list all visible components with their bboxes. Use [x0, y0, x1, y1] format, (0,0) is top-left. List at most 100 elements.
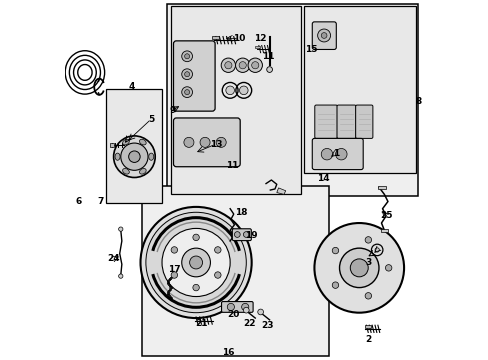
Text: 25: 25 — [379, 211, 391, 220]
Text: 6: 6 — [76, 197, 82, 206]
FancyBboxPatch shape — [336, 105, 355, 138]
Bar — [167, 4, 418, 196]
Circle shape — [374, 248, 379, 252]
Circle shape — [365, 237, 371, 243]
Circle shape — [234, 231, 240, 237]
Text: 15: 15 — [304, 45, 316, 54]
Circle shape — [239, 86, 247, 95]
Circle shape — [214, 272, 221, 278]
Polygon shape — [276, 188, 285, 194]
Circle shape — [113, 136, 155, 177]
Circle shape — [241, 303, 248, 311]
Text: 13: 13 — [209, 140, 222, 149]
Bar — [110, 143, 113, 147]
Text: 11: 11 — [225, 161, 238, 170]
Circle shape — [119, 274, 122, 278]
Text: 19: 19 — [245, 231, 258, 240]
Circle shape — [162, 228, 230, 297]
Circle shape — [183, 137, 194, 147]
FancyBboxPatch shape — [221, 302, 253, 312]
Circle shape — [140, 207, 251, 318]
Text: 11: 11 — [261, 52, 273, 61]
Circle shape — [119, 227, 122, 231]
Text: 20: 20 — [227, 310, 240, 319]
Text: 5: 5 — [148, 114, 154, 123]
Text: 16: 16 — [222, 348, 234, 357]
Circle shape — [224, 62, 231, 69]
Bar — [171, 6, 301, 194]
Circle shape — [247, 58, 262, 72]
Circle shape — [239, 62, 246, 69]
FancyBboxPatch shape — [355, 105, 372, 138]
FancyBboxPatch shape — [232, 229, 251, 240]
Circle shape — [145, 212, 246, 313]
Circle shape — [189, 256, 202, 269]
Circle shape — [121, 143, 148, 170]
Text: 9: 9 — [169, 105, 176, 114]
Bar — [381, 229, 387, 232]
Circle shape — [171, 247, 177, 253]
Circle shape — [365, 293, 371, 299]
Text: 22: 22 — [243, 319, 256, 328]
Ellipse shape — [139, 139, 146, 145]
Ellipse shape — [115, 153, 120, 160]
Bar — [106, 89, 162, 203]
Circle shape — [128, 151, 140, 162]
Text: 4: 4 — [128, 82, 135, 91]
Circle shape — [243, 307, 249, 313]
FancyBboxPatch shape — [173, 118, 240, 167]
Text: 21: 21 — [195, 319, 207, 328]
Circle shape — [216, 137, 226, 147]
Circle shape — [331, 282, 338, 288]
Circle shape — [321, 148, 332, 160]
Circle shape — [251, 62, 258, 69]
Circle shape — [182, 248, 210, 277]
Circle shape — [314, 223, 403, 313]
FancyBboxPatch shape — [173, 41, 215, 111]
Circle shape — [182, 69, 192, 80]
Circle shape — [227, 303, 234, 311]
Circle shape — [266, 67, 272, 72]
Text: 12: 12 — [254, 34, 266, 43]
Text: 17: 17 — [168, 265, 181, 274]
Circle shape — [331, 247, 338, 254]
Circle shape — [221, 58, 235, 72]
Circle shape — [192, 234, 199, 240]
Circle shape — [243, 231, 249, 237]
Bar — [378, 186, 386, 189]
Circle shape — [335, 148, 346, 160]
Circle shape — [200, 137, 210, 147]
Text: 7: 7 — [98, 197, 104, 206]
Circle shape — [257, 309, 263, 315]
Bar — [364, 324, 370, 328]
FancyBboxPatch shape — [312, 22, 336, 49]
Text: 3: 3 — [365, 258, 370, 267]
Circle shape — [349, 259, 367, 277]
Ellipse shape — [122, 139, 129, 145]
Text: 18: 18 — [234, 208, 246, 217]
Circle shape — [184, 72, 189, 77]
Circle shape — [184, 90, 189, 95]
Text: 10: 10 — [232, 34, 245, 43]
Ellipse shape — [139, 168, 146, 174]
Bar — [212, 36, 218, 40]
Circle shape — [235, 58, 249, 72]
Circle shape — [192, 284, 199, 291]
Circle shape — [317, 29, 330, 42]
Text: 14: 14 — [316, 174, 329, 183]
Text: 8: 8 — [414, 96, 421, 105]
Ellipse shape — [122, 168, 129, 174]
Circle shape — [321, 33, 326, 39]
FancyBboxPatch shape — [312, 138, 363, 170]
Circle shape — [385, 265, 391, 271]
Circle shape — [171, 272, 177, 278]
Circle shape — [182, 87, 192, 98]
Bar — [303, 6, 415, 173]
Text: 23: 23 — [261, 321, 273, 330]
Circle shape — [214, 247, 221, 253]
Circle shape — [182, 51, 192, 62]
Circle shape — [225, 86, 234, 95]
FancyBboxPatch shape — [314, 105, 337, 138]
Text: 2: 2 — [365, 335, 370, 344]
Circle shape — [339, 248, 378, 288]
